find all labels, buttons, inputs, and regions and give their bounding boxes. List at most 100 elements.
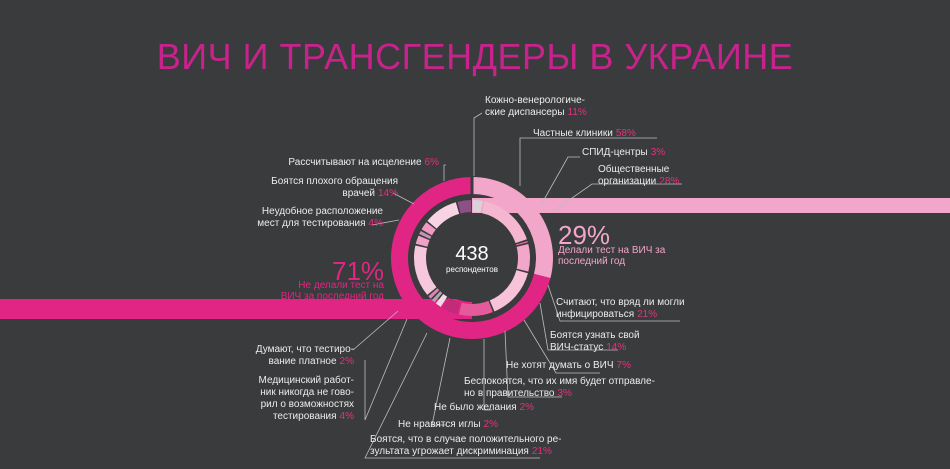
- reason-label-line: Считают, что вряд ли могли: [556, 297, 685, 309]
- reason-label: Не нравятся иглы 2%: [398, 419, 498, 431]
- reason-label: Считают, что вряд ли могли инфицироваться…: [556, 297, 685, 321]
- tested-reason-segment: [516, 243, 531, 272]
- reason-label: Кожно-венерологиче-ские диспансеры 11%: [485, 95, 587, 119]
- page-title: ВИЧ И ТРАНСГЕНДЕРЫ В УКРАИНЕ: [156, 36, 794, 77]
- reason-label-line: Не было желания 2%: [434, 402, 534, 414]
- reason-label-text: СПИД-центры: [582, 147, 648, 158]
- reason-label-text: Беспокоятся, что их имя будет отправле-: [464, 376, 655, 387]
- reason-label-line: Неудобное расположение: [257, 206, 383, 218]
- reason-label: Неудобное расположение мест для тестирова…: [257, 206, 383, 230]
- reason-label-text: Не было желания: [434, 402, 517, 413]
- reason-percent: 3%: [557, 388, 572, 399]
- reason-percent: 2%: [483, 419, 498, 430]
- leader-line: [371, 219, 400, 226]
- reason-label-line: Кожно-венерологиче-: [485, 95, 587, 107]
- reason-label-text: Кожно-венерологиче-: [485, 95, 585, 106]
- tested-reason-segment: [515, 240, 528, 246]
- reason-label-text: рил о возможностях: [260, 399, 354, 410]
- reason-label-text: Неудобное расположение: [261, 206, 383, 217]
- reason-percent: 4%: [368, 218, 383, 229]
- reason-percent: 14%: [377, 188, 398, 199]
- reason-percent: 21%: [531, 446, 552, 457]
- leader-line: [352, 310, 399, 351]
- reason-label-text: инфицироваться: [556, 309, 635, 320]
- reason-label: Боятся узнать свой ВИЧ-статус 14%: [550, 330, 640, 354]
- leader-line: [364, 332, 540, 459]
- reason-label-text: но в правительство: [464, 388, 555, 399]
- reason-percent: 14%: [606, 342, 627, 353]
- reason-label-line: Не хотят думать о ВИЧ 7%: [506, 360, 631, 372]
- reason-label-line: врачей 14%: [271, 188, 398, 200]
- reason-label-text: Общественные: [598, 164, 670, 175]
- reason-label-text: Не хотят думать о ВИЧ: [506, 360, 614, 371]
- respondents-label: респондентов: [446, 265, 498, 274]
- reason-label-line: Медицинский работ-: [259, 375, 354, 387]
- reason-label: Боятся, что в случае положительного ре-з…: [370, 434, 562, 458]
- reason-label-line: ВИЧ-статус 14%: [550, 342, 640, 354]
- reason-label-text: Думают, что тестиро-: [255, 344, 354, 355]
- center-disc: [428, 214, 516, 302]
- reason-percent: 4%: [339, 411, 354, 422]
- not-tested-reason-segment: [428, 288, 440, 299]
- reason-label: Общественные организации 28%: [598, 164, 679, 188]
- not-tested-reason-segment: [489, 270, 528, 312]
- reason-label: СПИД-центры 3%: [582, 147, 665, 159]
- reason-label-line: Не нравятся иглы 2%: [398, 419, 498, 431]
- reason-label-line: Беспокоятся, что их имя будет отправле-: [464, 376, 655, 388]
- tested-percent: 29%: [558, 220, 611, 250]
- not-tested-reason-segment: [442, 297, 461, 315]
- leader-line: [547, 284, 680, 322]
- leader-line: [473, 112, 483, 176]
- reason-percent: 21%: [637, 309, 658, 320]
- leader-line: [504, 330, 562, 398]
- leader-line: [540, 156, 580, 206]
- reason-label-line: Боятся, что в случае положительного ре-: [370, 434, 562, 446]
- reason-label-line: Боятся узнать свой: [550, 330, 640, 342]
- leader-line: [443, 164, 446, 181]
- reason-percent: 11%: [567, 107, 587, 118]
- reason-label-text: Медицинский работ-: [258, 375, 354, 386]
- reason-label-line: но в правительство 3%: [464, 388, 655, 400]
- reason-label-text: Не нравятся иглы: [398, 419, 481, 430]
- not-tested-text: Не делали тест на ВИЧ за последний год: [280, 280, 384, 302]
- tested-reason-segment: [481, 201, 527, 244]
- reason-label: Не хотят думать о ВИЧ 7%: [506, 360, 631, 372]
- not-tested-reason-segment: [427, 202, 460, 229]
- not-tested-reason-segment: [415, 235, 430, 247]
- not-tested-reason-segment: [458, 300, 493, 316]
- reason-label: Рассчитывают на исцеление 6%: [288, 157, 439, 169]
- leader-line: [523, 319, 600, 374]
- reason-label: Медицинский работ-ник никогда не гово-ри…: [259, 375, 354, 423]
- reason-label-line: зультата угрожает дискриминация 21%: [370, 446, 562, 458]
- reason-percent: 2%: [339, 356, 354, 367]
- reason-label-text: Считают, что вряд ли могли: [556, 297, 685, 308]
- tested-band: [472, 198, 950, 213]
- reason-percent: 7%: [616, 360, 631, 371]
- reason-label-text: врачей: [342, 188, 375, 199]
- reason-percent: 6%: [424, 157, 439, 168]
- reason-label-text: организации: [598, 176, 657, 187]
- reason-label-text: ник никогда не гово-: [260, 387, 354, 398]
- tested-reason-segment: [472, 200, 483, 213]
- not-tested-reason-segment: [457, 200, 472, 214]
- reason-label-line: инфицироваться 21%: [556, 309, 685, 321]
- leader-line: [483, 339, 492, 411]
- reason-label-text: Боятся узнать свой: [550, 330, 640, 341]
- reason-label: Частные клиники 58%: [533, 128, 636, 140]
- reason-label-line: ник никогда не гово-: [259, 387, 354, 399]
- reason-label-text: тестирования: [272, 411, 337, 422]
- not-tested-reason-segment: [431, 291, 443, 303]
- not-tested-band: [0, 299, 472, 319]
- not-tested-reason-segment: [414, 245, 437, 295]
- leader-line: [539, 302, 618, 351]
- reason-label-line: рил о возможностях: [259, 399, 354, 411]
- reason-percent: 3%: [650, 147, 666, 158]
- reason-label-line: Боятся плохого обращения: [271, 176, 398, 188]
- reason-label-line: СПИД-центры 3%: [582, 147, 665, 159]
- reason-label: Не было желания 2%: [434, 402, 534, 414]
- reason-percent: 28%: [659, 176, 680, 187]
- reason-label-text: вание платное: [268, 356, 337, 367]
- reason-label-text: зультата угрожает дискриминация: [370, 446, 529, 457]
